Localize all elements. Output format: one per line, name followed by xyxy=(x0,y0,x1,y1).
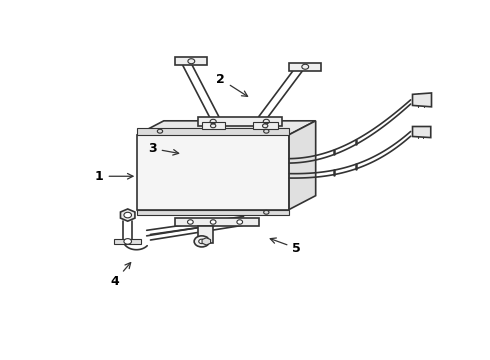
Polygon shape xyxy=(137,210,289,215)
Ellipse shape xyxy=(210,220,216,224)
Polygon shape xyxy=(253,122,278,129)
Ellipse shape xyxy=(188,220,193,224)
Polygon shape xyxy=(175,218,259,226)
Circle shape xyxy=(124,239,131,244)
Polygon shape xyxy=(198,237,207,244)
Text: 5: 5 xyxy=(270,238,301,255)
Circle shape xyxy=(124,212,131,218)
Polygon shape xyxy=(137,128,289,135)
Polygon shape xyxy=(289,121,316,210)
Text: 2: 2 xyxy=(217,73,247,96)
Polygon shape xyxy=(121,209,135,221)
Polygon shape xyxy=(137,121,316,135)
Ellipse shape xyxy=(237,220,243,224)
Text: 1: 1 xyxy=(95,170,133,183)
Polygon shape xyxy=(202,122,224,129)
Polygon shape xyxy=(202,238,211,245)
Polygon shape xyxy=(413,126,431,138)
Polygon shape xyxy=(114,239,141,244)
Polygon shape xyxy=(198,117,281,126)
Polygon shape xyxy=(289,63,321,71)
Polygon shape xyxy=(413,93,432,107)
Text: 3: 3 xyxy=(148,142,179,155)
Circle shape xyxy=(199,239,205,244)
Circle shape xyxy=(194,236,209,247)
Polygon shape xyxy=(137,135,289,210)
Text: 4: 4 xyxy=(110,262,131,288)
Polygon shape xyxy=(198,226,213,243)
Polygon shape xyxy=(175,57,207,66)
